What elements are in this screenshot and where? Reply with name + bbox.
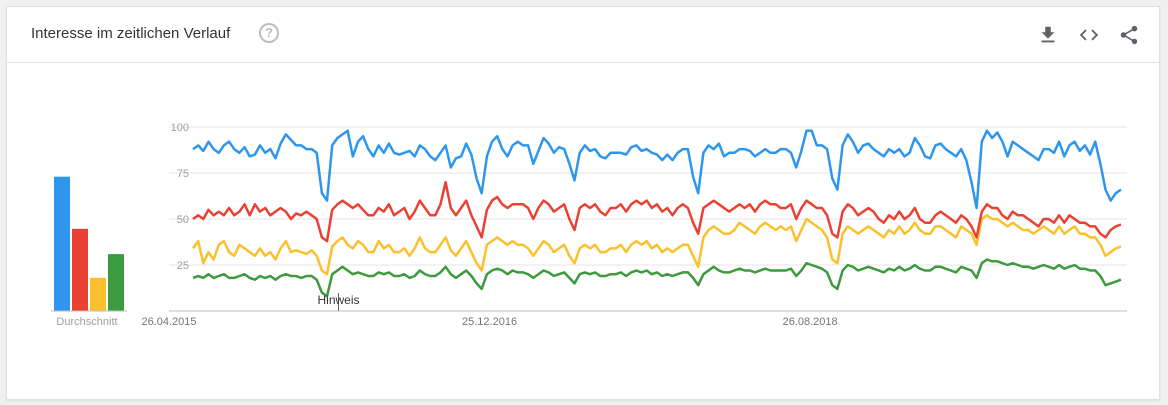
annotation[interactable]: Hinweis [317,293,360,311]
x-tick-label: 25.12.2016 [462,316,517,328]
annotation-label: Hinweis [317,293,359,307]
y-tick-label: 25 [177,260,189,272]
series-line [192,180,1122,243]
series-line [191,214,1122,276]
help-icon[interactable]: ? [259,23,279,43]
x-tick-label: 26.08.2018 [783,316,838,328]
average-bar [72,228,88,311]
average-label: Durchschnitt [56,316,117,328]
y-tick-label: 100 [171,122,189,134]
y-tick-label: 75 [177,168,189,180]
x-tick-label: 26.04.2015 [141,316,196,328]
y-tick-label: 50 [177,214,189,226]
chart-lines [191,129,1122,298]
code-icon[interactable] [1078,24,1100,46]
average-bar [90,277,106,311]
average-bar [108,254,124,311]
average-bar [54,176,70,311]
interest-chart: Durchschnitt 25 50 75 100 26.04.2015 25.12.2… [51,122,1127,328]
x-axis: 26.04.2015 25.12.2016 26.08.2018 [141,316,837,328]
card-header: Interesse im zeitlichen Verlauf ? [7,7,1159,63]
share-icon[interactable] [1118,24,1140,46]
series-line [192,258,1122,298]
card-title: Interesse im zeitlichen Verlauf [31,25,231,42]
download-icon[interactable] [1037,24,1059,46]
series-line [192,129,1122,210]
interest-over-time-card: Interesse im zeitlichen Verlauf ? Durchs… [6,6,1160,400]
average-bars [51,176,127,312]
